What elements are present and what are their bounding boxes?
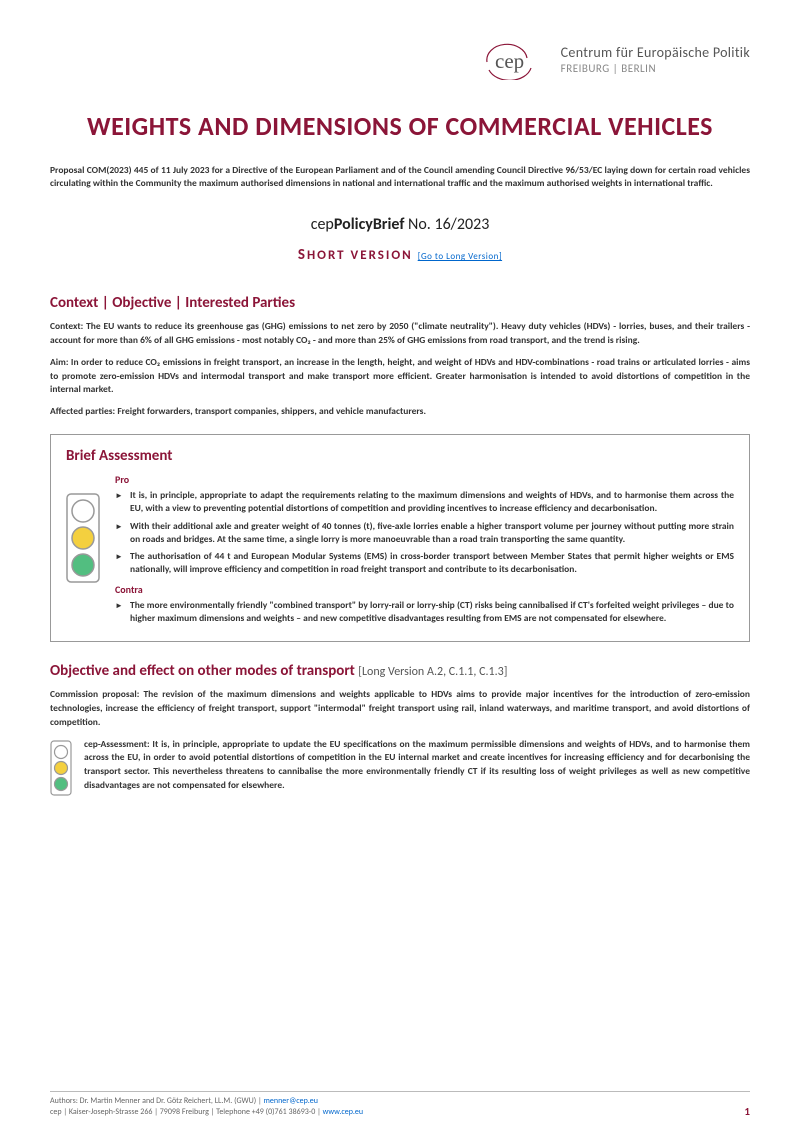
footer-email-link[interactable]: menner@cep.eu xyxy=(264,1096,318,1106)
affected-paragraph: Affected parties: Freight forwarders, tr… xyxy=(50,405,750,419)
header-logo-block: cep Centrum für Europäische Politik FREI… xyxy=(50,40,750,80)
logo-org-name: Centrum für Europäische Politik xyxy=(561,45,750,62)
assessment-heading: Brief Assessment xyxy=(66,447,734,465)
proposal-citation: Proposal COM(2023) 445 of 11 July 2023 f… xyxy=(50,164,750,191)
pro-label: Pro xyxy=(115,473,734,486)
footer-text: Authors: Dr. Martin Menner and Dr. Götz … xyxy=(50,1096,363,1118)
version-first-letter: S xyxy=(298,246,307,264)
contra-label: Contra xyxy=(115,583,734,596)
list-item: It is, in principle, appropriate to adap… xyxy=(130,489,734,516)
traffic-light-small-icon xyxy=(50,740,72,801)
brief-mid: PolicyBrief xyxy=(334,215,405,234)
list-item: With their additional axle and greater w… xyxy=(130,520,734,547)
footer-address: cep | Kaiser-Joseph-Strasse 266 | 79098 … xyxy=(50,1107,323,1117)
list-item: The more environmentally friendly "combi… xyxy=(130,599,734,626)
page-title: WEIGHTS AND DIMENSIONS OF COMMERCIAL VEH… xyxy=(50,110,750,144)
version-label: SHORT VERSION [Go to Long Version] xyxy=(50,246,750,264)
list-item: The authorisation of 44 t and European M… xyxy=(130,550,734,577)
brief-prefix: cep xyxy=(311,215,334,234)
contra-list: The more environmentally friendly "combi… xyxy=(115,599,734,626)
context-paragraph: Context: The EU wants to reduce its gree… xyxy=(50,320,750,348)
objective-title: Objective and effect on other modes of t… xyxy=(50,662,355,680)
version-rest: HORT VERSION xyxy=(307,248,413,263)
footer-authors: Authors: Dr. Martin Menner and Dr. Götz … xyxy=(50,1096,264,1106)
brief-suffix: No. 16/2023 xyxy=(404,215,489,234)
aim-paragraph: Aim: In order to reduce CO₂ emissions in… xyxy=(50,356,750,397)
objective-ref: [Long Version A.2, C.1.1, C.1.3] xyxy=(358,665,507,679)
footer-web-link[interactable]: www.cep.eu xyxy=(323,1107,364,1117)
logo-cities: FREIBURG | BERLIN xyxy=(561,62,750,75)
brief-assessment-box: Brief Assessment Pro It is, in principle… xyxy=(50,434,750,642)
long-version-link[interactable]: [Go to Long Version] xyxy=(418,251,502,262)
pro-list: It is, in principle, appropriate to adap… xyxy=(115,489,734,577)
cep-assessment-row: cep-Assessment: It is, in principle, app… xyxy=(50,738,750,801)
commission-paragraph: Commission proposal: The revision of the… xyxy=(50,688,750,729)
page-number: 1 xyxy=(744,1105,750,1118)
section-context-heading: Context | Objective | Interested Parties xyxy=(50,294,750,312)
logo-text: Centrum für Europäische Politik FREIBURG… xyxy=(561,45,750,75)
page-footer: Authors: Dr. Martin Menner and Dr. Götz … xyxy=(50,1091,750,1118)
logo-letters: cep xyxy=(495,49,524,73)
logo-monogram: cep xyxy=(479,40,549,80)
traffic-light-icon xyxy=(66,493,100,588)
section-objective-heading: Objective and effect on other modes of t… xyxy=(50,662,750,680)
brief-number: cepPolicyBrief No. 16/2023 xyxy=(50,215,750,234)
cep-assessment-paragraph: cep-Assessment: It is, in principle, app… xyxy=(84,738,750,793)
